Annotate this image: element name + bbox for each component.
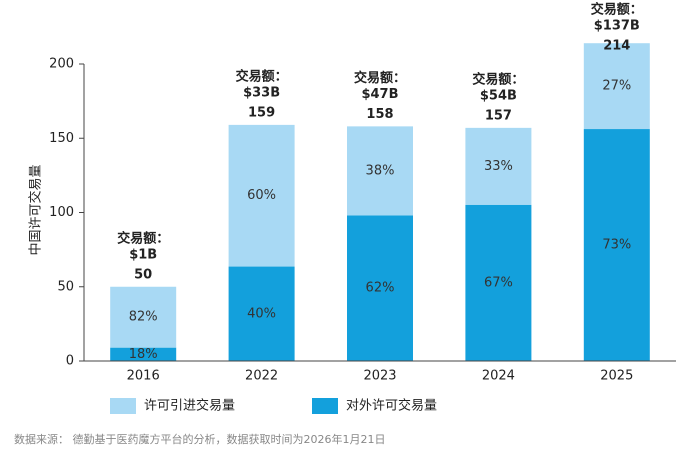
source: 数据来源： 德勤基于医药魔方平台的分析，数据获取时间为2026年1月21日 (14, 432, 385, 446)
bar-segment (583, 43, 650, 130)
bar-segment (465, 204, 532, 361)
y-tick-label: 0 (66, 354, 74, 369)
legend-swatch (110, 398, 136, 414)
bar-segment (110, 347, 177, 361)
total-label: 50 (134, 267, 152, 282)
bar-segment (465, 127, 532, 205)
deal-prefix: 交易额： (354, 70, 406, 86)
bar-segment (347, 215, 413, 361)
bar-segment (347, 126, 413, 216)
x-tick-label: 2016 (127, 369, 160, 384)
bar-segment (583, 129, 650, 361)
total-label: 157 (485, 108, 512, 123)
deal-value: $54B (480, 88, 517, 103)
total-label: 158 (366, 107, 393, 122)
legend-label: 对外许可交易量 (346, 398, 437, 414)
deal-value: $47B (361, 87, 398, 102)
deal-prefix: 交易额： (117, 230, 169, 246)
legend-swatch (312, 398, 338, 414)
bar-segment (110, 286, 177, 348)
percent-label: 67% (484, 275, 513, 290)
y-axis-title: 中国许可交易量 (28, 164, 44, 255)
x-tick-label: 2022 (245, 369, 278, 384)
percent-label: 82% (129, 310, 158, 325)
y-tick-label: 200 (49, 57, 74, 72)
legend-label: 许可引进交易量 (144, 398, 235, 414)
total-label: 214 (603, 39, 630, 54)
x-tick-label: 2024 (482, 369, 515, 384)
percent-label: 27% (602, 79, 631, 94)
percent-label: 33% (484, 159, 513, 174)
deal-prefix: 交易额： (472, 71, 524, 87)
percent-label: 60% (247, 188, 276, 203)
x-tick-label: 2025 (600, 369, 633, 384)
y-tick-label: 100 (49, 205, 74, 220)
deal-value: $1B (129, 247, 157, 262)
bar-segment (228, 124, 295, 267)
deal-prefix: 交易额： (591, 2, 643, 18)
y-tick-label: 50 (57, 279, 74, 294)
percent-label: 18% (129, 347, 158, 362)
x-tick-label: 2023 (363, 369, 396, 384)
percent-label: 38% (366, 163, 395, 178)
percent-label: 73% (602, 238, 631, 253)
deal-value: $33B (243, 85, 280, 100)
percent-label: 40% (247, 306, 276, 321)
deal-value: $137B (594, 19, 640, 34)
deal-prefix: 交易额： (236, 68, 288, 84)
total-label: 159 (248, 105, 275, 120)
y-tick-label: 150 (49, 131, 74, 146)
percent-label: 62% (366, 281, 395, 296)
bar-segment (228, 266, 295, 361)
